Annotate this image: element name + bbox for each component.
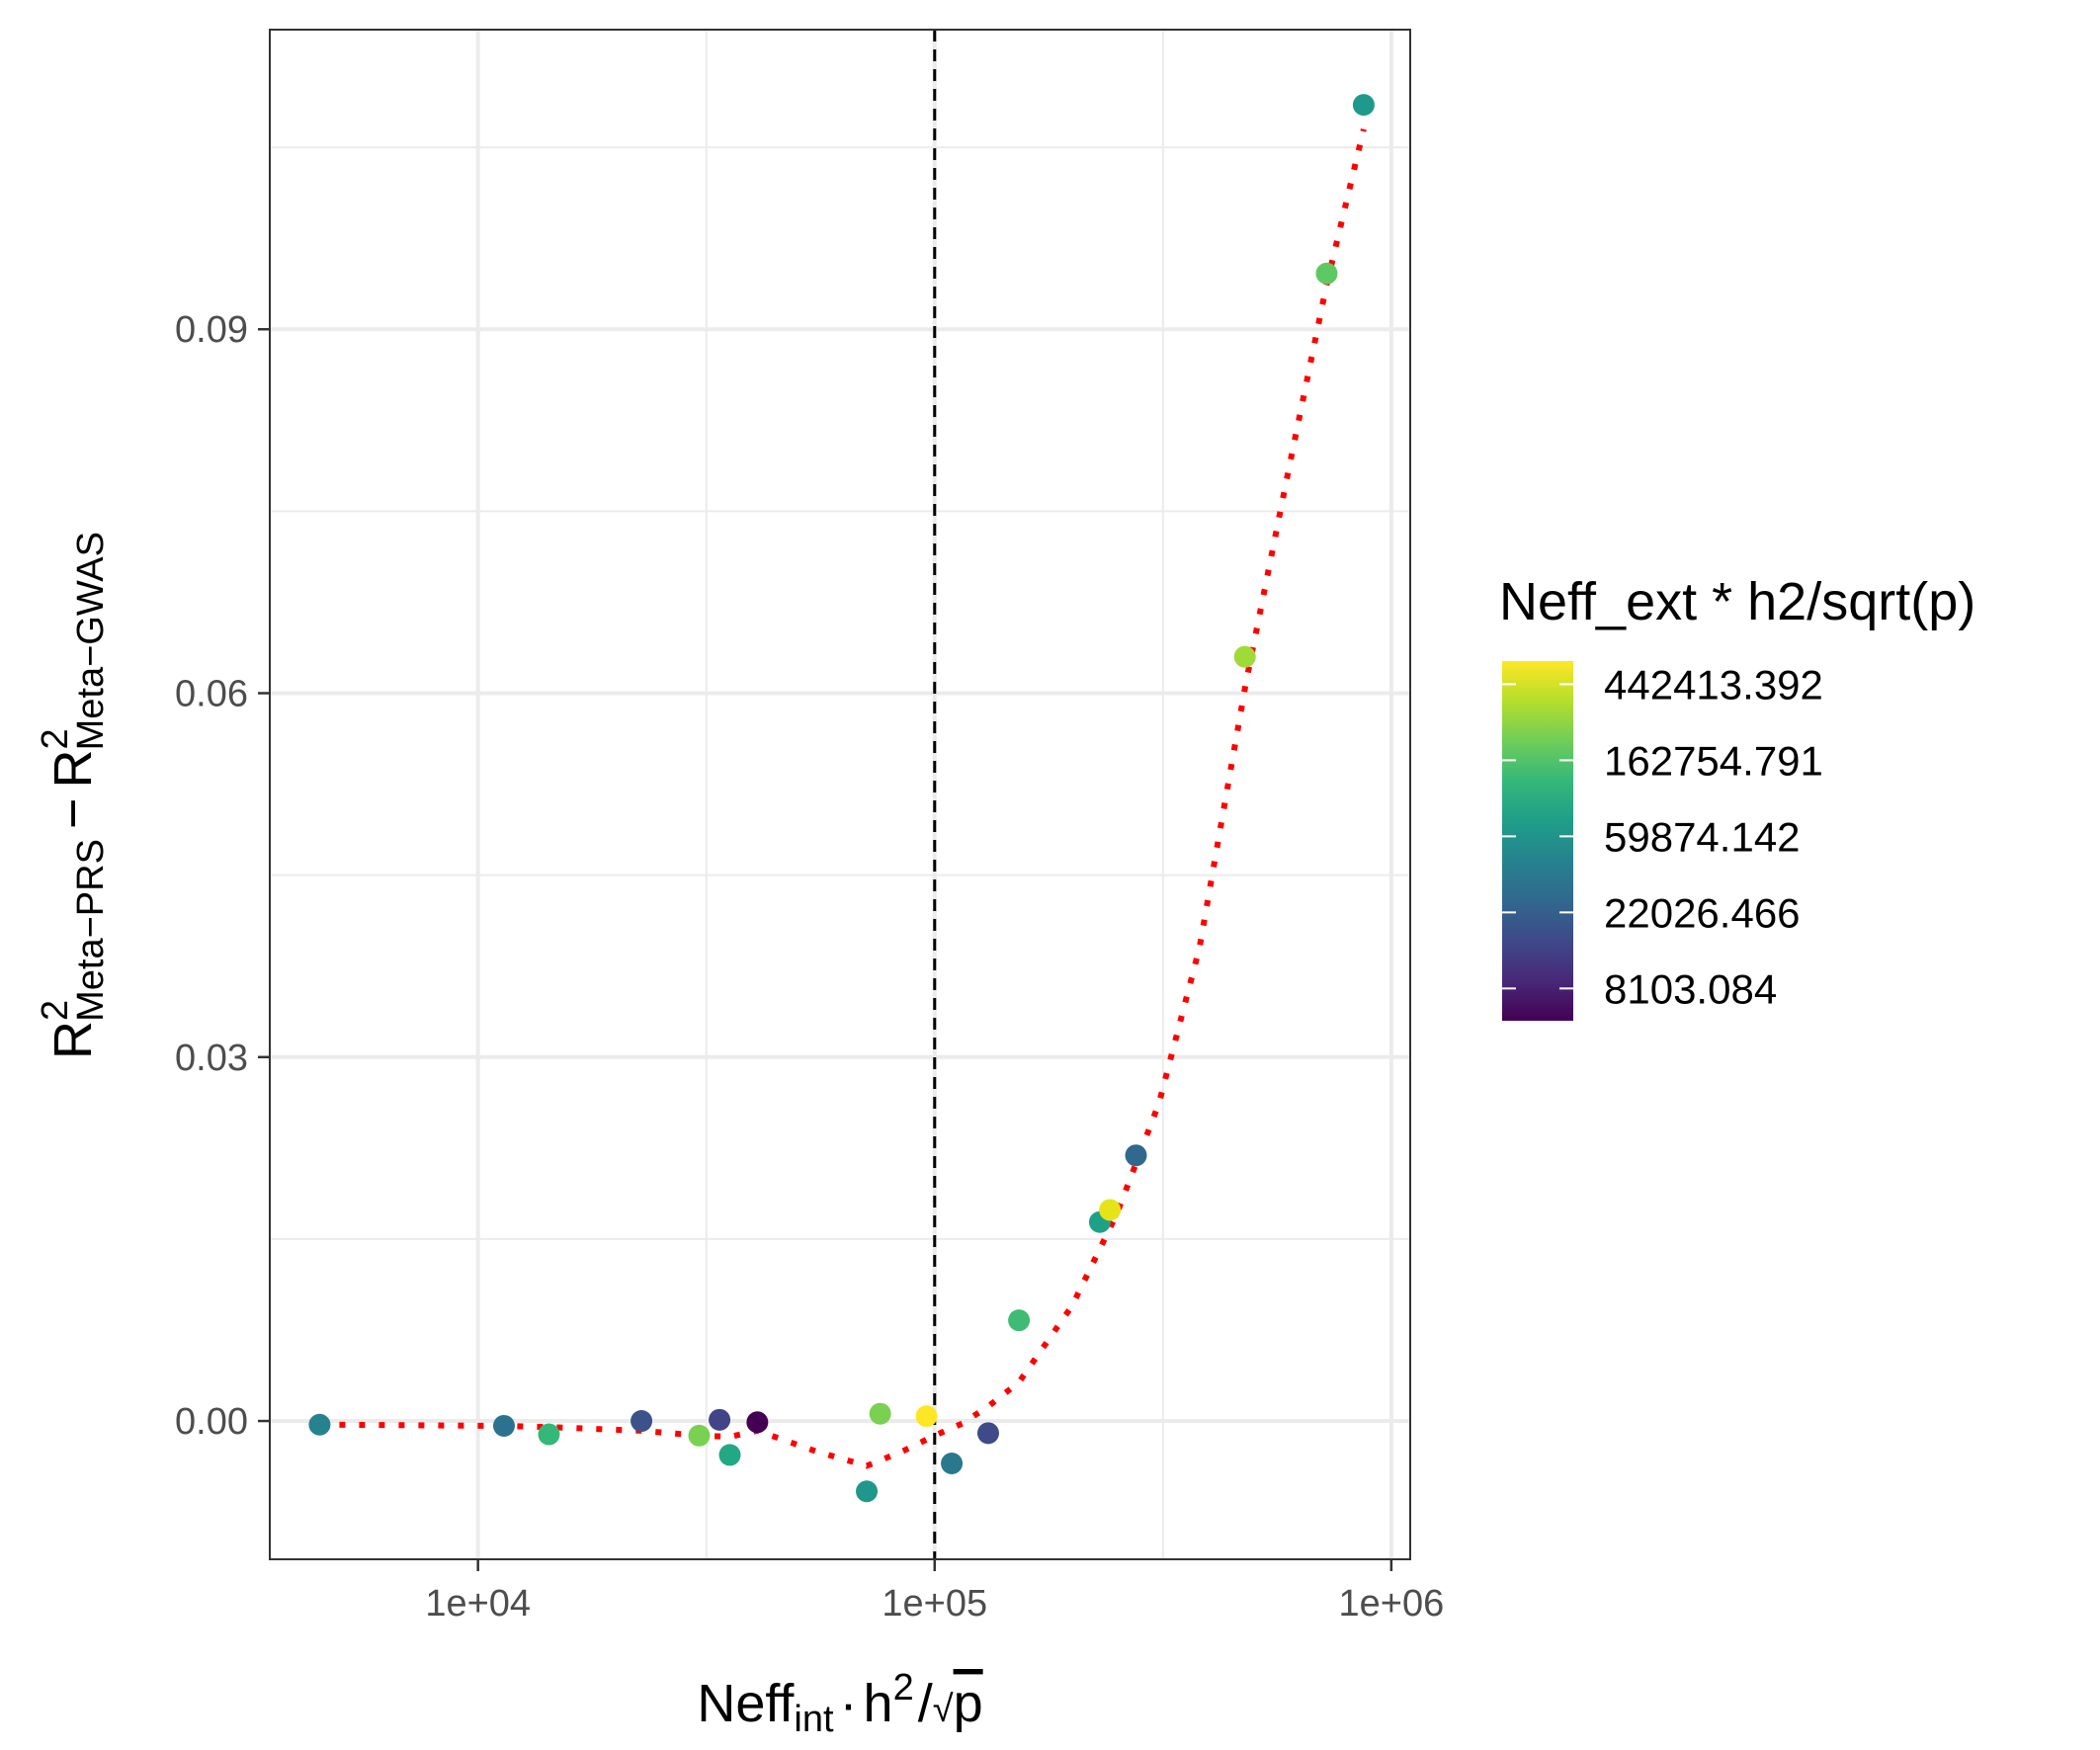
y-title-sub1: Meta−PRS [70,839,112,1022]
color-legend: Neff_ext * h2/sqrt(p) 8103.084 22026.466 5… [1499,572,1975,1021]
y-tick-label: 0.00 [175,1401,248,1443]
y-axis-title: R2Meta−PRS−R2Meta−GWAS [35,532,112,1059]
data-point [869,1402,891,1425]
x-title-p: p [954,1674,983,1733]
legend-label: 8103.084 [1604,965,1777,1012]
x-tick-label: 1e+05 [882,1583,987,1625]
y-title-r2: R [43,750,103,789]
data-point [856,1480,879,1503]
x-axis-title: Neffint · h2/√p [697,1667,982,1740]
minor-gridlines [270,30,1410,1559]
data-point [688,1424,711,1447]
x-title-root: √ [933,1689,954,1730]
data-point [492,1414,515,1437]
y-tick-label: 0.06 [175,673,248,714]
y-tick-label: 0.03 [175,1038,248,1079]
data-point [1008,1309,1031,1332]
x-title-slash: / [918,1674,933,1733]
y-title-sup2: 2 [35,728,76,749]
legend-colorbar [1502,661,1573,1021]
legend-label: 162754.791 [1604,737,1823,784]
data-point [1099,1199,1122,1221]
x-title-dot: · [840,1674,858,1733]
legend-label: 22026.466 [1604,889,1801,936]
data-point [709,1408,731,1431]
data-points [308,94,1375,1503]
major-gridlines [270,30,1410,1559]
data-point [915,1405,938,1428]
plot-panel-background [270,30,1410,1559]
x-tick-label: 1e+06 [1339,1583,1445,1625]
legend-ticks: 8103.084 22026.466 59874.142 162754.791 4424… [1502,661,1823,1012]
data-point [308,1413,331,1436]
y-axis: 0.00 0.03 0.06 0.09 [175,309,270,1443]
x-title-neff: Neff [697,1674,795,1733]
legend-label: 442413.392 [1604,661,1823,708]
data-point [718,1444,741,1466]
x-title-h: h [864,1674,893,1733]
data-point [976,1422,999,1445]
data-point [1315,262,1338,285]
data-point [941,1453,964,1475]
data-point [1352,94,1375,117]
y-title-minus: − [43,798,103,830]
plot-panel-border [269,29,1411,1560]
y-title-sub2: Meta−GWAS [70,532,112,750]
legend-label: 59874.142 [1604,813,1801,860]
data-point [1233,645,1256,668]
data-point [630,1410,653,1433]
x-tick-label: 1e+04 [425,1583,531,1625]
y-tick-label: 0.09 [175,309,248,351]
data-point [538,1423,560,1446]
x-title-sub: int [794,1699,834,1740]
y-title-sup1: 2 [35,1000,76,1021]
data-point [1125,1144,1147,1167]
x-title-sup: 2 [893,1667,914,1708]
data-point [746,1411,769,1434]
legend-title: Neff_ext * h2/sqrt(p) [1499,572,1975,631]
y-title-r1: R [43,1021,103,1059]
x-axis: 1e+04 1e+05 1e+06 [425,1559,1444,1625]
